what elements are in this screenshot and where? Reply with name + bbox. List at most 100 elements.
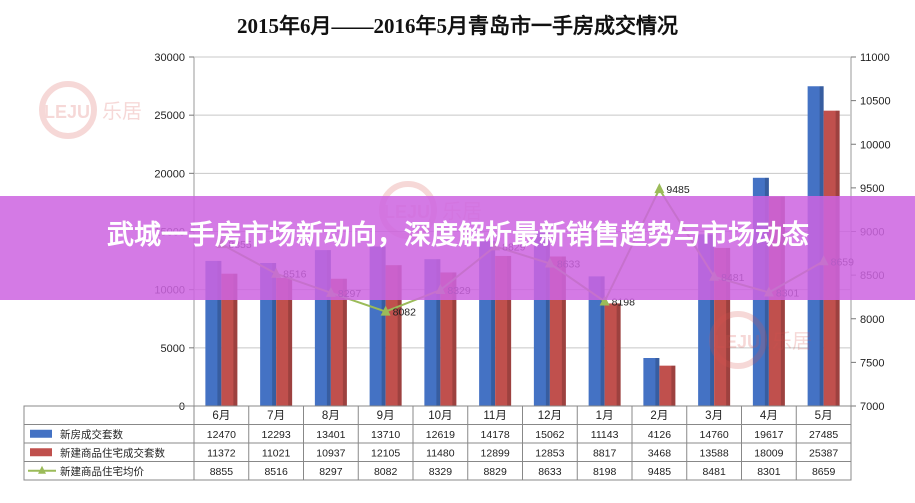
x-axis-category-label: 6月 <box>212 410 230 422</box>
table-value-cell: 12470 <box>207 429 236 441</box>
table-value-cell: 11143 <box>591 429 619 441</box>
price-marker <box>654 183 665 194</box>
x-axis-category-label: 5月 <box>815 410 833 422</box>
bar <box>385 265 402 406</box>
right-axis-tick-label: 7000 <box>860 401 884 413</box>
table-value-cell: 14760 <box>700 429 729 441</box>
bar-shade <box>671 365 676 406</box>
legend-marker <box>38 465 46 474</box>
leju-watermark: LEJU 乐居 <box>709 311 812 369</box>
x-axis-category-label: 7月 <box>267 410 285 422</box>
bar-shade <box>655 358 660 406</box>
table-value-cell: 19617 <box>754 429 783 441</box>
table-value-cell: 8329 <box>429 466 453 478</box>
table-value-cell: 13710 <box>371 429 400 441</box>
table-value-cell: 12619 <box>426 429 455 441</box>
table-value-cell: 8855 <box>210 466 234 478</box>
price-marker <box>380 305 391 316</box>
x-axis-category-label: 11月 <box>483 410 506 422</box>
bar <box>330 278 347 406</box>
x-axis-category-label: 8月 <box>322 410 340 422</box>
bar-shade <box>545 230 550 406</box>
table-value-cell: 8297 <box>319 466 343 478</box>
headline-text: 武城一手房市场新动向，深度解析最新销售趋势与市场动态 <box>107 220 809 251</box>
left-axis-tick-label: 30000 <box>154 52 185 64</box>
bar-shade <box>436 259 441 406</box>
bar <box>276 277 293 406</box>
table-value-cell: 3468 <box>648 447 672 459</box>
table-value-cell: 12293 <box>262 429 291 441</box>
x-axis-category-label: 9月 <box>377 410 395 422</box>
bar-shade <box>272 262 277 406</box>
bar-shade <box>491 241 496 406</box>
price-data-label: 8082 <box>393 307 417 319</box>
bar-shade <box>326 250 331 406</box>
bar-shade <box>288 277 293 406</box>
chart-title: 2015年6月——2016年5月青岛市一手房成交情况 <box>237 14 678 38</box>
table-value-cell: 8301 <box>757 466 781 478</box>
table-value-cell: 8659 <box>812 466 836 478</box>
bar-shade <box>452 272 457 406</box>
table-value-cell: 13401 <box>316 429 345 441</box>
bar-shade <box>616 303 621 406</box>
bar-shade <box>507 255 512 406</box>
legend-entry-label: 新建商品住宅成交套数 <box>60 446 165 459</box>
table-value-cell: 27485 <box>809 429 838 441</box>
table-value-cell: 13588 <box>700 447 729 459</box>
bar <box>588 276 605 406</box>
left-axis-tick-label: 5000 <box>161 343 185 355</box>
table-value-cell: 8817 <box>593 447 617 459</box>
table-value-cell: 11372 <box>207 447 236 459</box>
legend-swatch <box>30 429 52 438</box>
x-axis-category-label: 10月 <box>428 410 452 422</box>
table-value-cell: 9485 <box>648 466 672 478</box>
bar-shade <box>726 247 731 406</box>
table-value-cell: 12853 <box>535 447 564 459</box>
price-marker <box>599 295 610 306</box>
table-value-cell: 12899 <box>481 447 510 459</box>
x-axis-category-label: 3月 <box>705 410 723 422</box>
headline-banner <box>0 196 915 300</box>
legend-entry-label: 新建商品住宅均价 <box>60 465 144 478</box>
table-value-cell: 18009 <box>754 447 783 459</box>
right-axis-tick-label: 8000 <box>860 314 884 326</box>
legend-swatch <box>30 448 52 457</box>
left-axis-tick-label: 20000 <box>154 168 185 180</box>
table-value-cell: 8082 <box>374 466 398 478</box>
watermark-brand: 乐居 <box>772 329 812 353</box>
right-axis-tick-label: 11000 <box>860 52 890 64</box>
x-axis-category-label: 1月 <box>596 410 614 422</box>
table-value-cell: 15062 <box>535 429 564 441</box>
left-axis-tick-label: 25000 <box>154 110 185 122</box>
price-data-label: 9485 <box>666 184 690 196</box>
bar <box>604 303 621 406</box>
right-axis-tick-label: 10500 <box>860 96 891 108</box>
bar-shade <box>381 246 386 406</box>
table-value-cell: 10937 <box>316 447 345 459</box>
table-value-cell: 8198 <box>593 466 617 478</box>
bar-shade <box>600 276 605 406</box>
x-axis-category-label: 4月 <box>760 410 778 422</box>
table-value-cell: 12105 <box>371 447 400 459</box>
table-value-cell: 11480 <box>426 447 455 459</box>
table-value-cell: 25387 <box>809 447 838 459</box>
table-value-cell: 8481 <box>702 466 726 478</box>
bar-shade <box>397 265 402 406</box>
x-axis-category-label: 2月 <box>650 410 668 422</box>
bar <box>659 365 676 406</box>
bar-shade <box>233 273 238 406</box>
table-value-cell: 14178 <box>481 429 510 441</box>
watermark-logo: LEJU <box>714 332 760 352</box>
right-axis-tick-label: 7500 <box>860 357 884 369</box>
x-axis-category-label: 12月 <box>538 410 562 422</box>
legend-entry-label: 新房成交套数 <box>60 428 123 441</box>
watermark-brand: 乐居 <box>102 99 142 123</box>
bar-shade <box>780 196 785 406</box>
table-value-cell: 8633 <box>538 466 562 478</box>
bar-shade <box>710 234 715 406</box>
table-value-cell: 11021 <box>262 447 291 459</box>
table-value-cell: 8829 <box>483 466 507 478</box>
table-value-cell: 4126 <box>648 429 672 441</box>
bar <box>643 358 660 406</box>
